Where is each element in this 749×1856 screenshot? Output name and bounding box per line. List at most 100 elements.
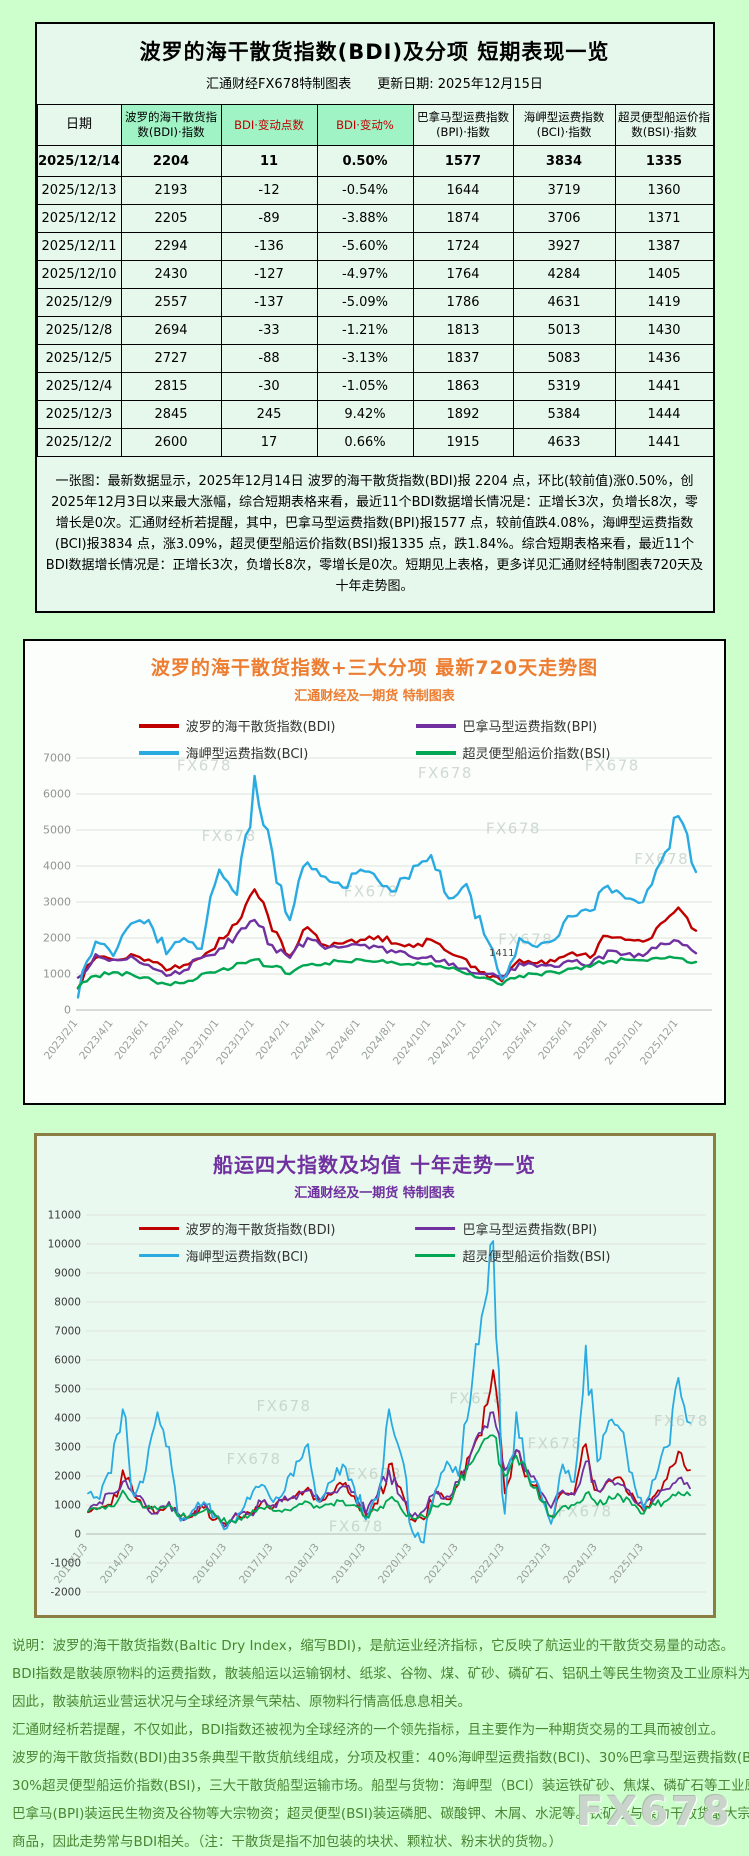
col-header-bdi-change-points: BDI·变动点数 xyxy=(220,104,318,146)
table-cell: 1724 xyxy=(412,232,514,261)
table-cell: -1.05% xyxy=(316,372,414,401)
table-cell: 0.66% xyxy=(316,428,414,457)
series-line xyxy=(86,1434,691,1526)
x-tick-label: 2023/6/1 xyxy=(112,1018,150,1063)
table-cell: -88 xyxy=(220,344,318,373)
legend-item: 巴拿马型运费指数(BPI) xyxy=(415,1219,611,1239)
table-cell: 1441 xyxy=(614,428,714,457)
y-tick-label: 7000 xyxy=(54,1326,81,1338)
series-line xyxy=(86,1240,691,1544)
legend-item: 巴拿马型运费指数(BPI) xyxy=(415,716,611,736)
table-cell: 1360 xyxy=(614,176,714,205)
table-cell: 2815 xyxy=(120,372,222,401)
table-cell: 1915 xyxy=(412,428,514,457)
table-row: 2025/12/2 2600 17 0.66% 1915 4633 1441 xyxy=(36,428,714,457)
legend-label: 超灵便型船运价指数(BSI) xyxy=(462,1250,611,1266)
col-header-bsi: 超灵便型船运价指数(BSI)·指数 xyxy=(614,104,714,146)
table-cell: 2294 xyxy=(120,232,222,261)
table-cell: 1387 xyxy=(614,232,714,261)
chart-watermark: FX678 xyxy=(256,1397,311,1415)
footnote-line: 巴拿马(BPI)装运民生物资及谷物等大宗物资；超灵便型(BSI)装运磷肥、碳酸钾… xyxy=(12,1806,749,1823)
x-tick-label: 2024/1/3 xyxy=(561,1542,599,1587)
table-cell: 2727 xyxy=(120,344,222,373)
legend-item: 海岬型运费指数(BCI) xyxy=(138,1246,336,1265)
legend-line-swatch xyxy=(138,723,179,728)
table-cell: 5319 xyxy=(512,372,616,401)
x-tick-label: 2018/1/3 xyxy=(283,1542,321,1587)
y-tick-label: 1000 xyxy=(43,968,71,981)
x-tick-label: 2025/8/1 xyxy=(572,1018,610,1063)
data-label: 1411 xyxy=(489,948,514,959)
table-cell: 3719 xyxy=(512,176,616,205)
table-cell: -3.88% xyxy=(316,204,414,233)
chart-watermark: FX678 xyxy=(557,1503,612,1521)
table-cell: 1577 xyxy=(412,145,514,177)
legend-label: 海岬型运费指数(BCI) xyxy=(185,747,309,763)
table-cell: 2025/12/9 xyxy=(36,288,122,317)
x-tick-label: 2021/1/3 xyxy=(422,1542,460,1587)
y-tick-label: 4000 xyxy=(54,1413,81,1425)
table-cell: 2430 xyxy=(120,260,222,289)
table-row: 2025/12/9 2557 -137 -5.09% 1786 4631 1419 xyxy=(36,288,714,317)
y-tick-label: 9000 xyxy=(54,1268,81,1280)
y-tick-label: 2000 xyxy=(43,932,71,945)
x-tick-label: 2024/6/1 xyxy=(324,1018,362,1063)
col-header-date: 日期 xyxy=(36,104,122,146)
y-tick-label: 5000 xyxy=(43,824,71,837)
legend-item: 波罗的海干散货指数(BDI) xyxy=(138,1219,336,1238)
x-tick-label: 2024/8/1 xyxy=(360,1018,398,1063)
legend-item: 超灵便型船运价指数(BSI) xyxy=(415,1246,611,1266)
table-cell: 1874 xyxy=(412,204,514,233)
y-tick-label: -1000 xyxy=(50,1558,81,1570)
table-cell: 1430 xyxy=(614,316,714,345)
table-cell: 1863 xyxy=(412,372,514,401)
col-header-bdi-change-pct: BDI·变动% xyxy=(316,104,414,146)
table-cell: 4633 xyxy=(512,428,616,457)
x-tick-label: 2020/1/3 xyxy=(376,1542,414,1587)
table-cell: 3927 xyxy=(512,232,616,261)
chart-watermark: FX678 xyxy=(486,820,541,838)
table-cell: -3.13% xyxy=(316,344,414,373)
table-cell: -1.21% xyxy=(316,316,414,345)
legend-item: 波罗的海干散货指数(BDI) xyxy=(138,716,336,735)
table-cell: 5384 xyxy=(512,400,616,429)
table-cell: -5.60% xyxy=(316,232,414,261)
table-cell: 1419 xyxy=(614,288,714,317)
legend-line-swatch xyxy=(415,750,456,755)
table-cell: -136 xyxy=(220,232,318,261)
x-tick-label: 2014/1/3 xyxy=(98,1542,136,1587)
table-cell: -0.54% xyxy=(316,176,414,205)
col-header-bpi: 巴拿马型运费指数(BPI)·指数 xyxy=(412,104,514,146)
table-row: 2025/12/4 2815 -30 -1.05% 1863 5319 1441 xyxy=(36,372,714,401)
col-header-bci: 海岬型运费指数(BCI)·指数 xyxy=(512,104,616,146)
table-cell: -30 xyxy=(220,372,318,401)
chart-watermark: FX678 xyxy=(202,827,257,845)
col-header-bdi: 波罗的海干散货指数(BDI)·指数 xyxy=(120,104,222,146)
table-cell: 1441 xyxy=(614,372,714,401)
chart-10y-subtitle: 汇通财经及一期货 特制图表 xyxy=(294,1186,455,1202)
table-cell: 9.42% xyxy=(316,400,414,429)
panel-subtitle: 汇通财经FX678特制图表 更新日期: 2025年12月15日 xyxy=(206,77,543,92)
x-tick-label: 2023/1/3 xyxy=(514,1542,552,1587)
table-cell: 2025/12/10 xyxy=(36,260,122,289)
x-tick-label: 2024/2/1 xyxy=(254,1018,292,1063)
chart-watermark: FX678 xyxy=(653,1412,708,1430)
x-tick-label: 2022/1/3 xyxy=(468,1542,506,1587)
table-cell: -89 xyxy=(220,204,318,233)
legend-label: 巴拿马型运费指数(BPI) xyxy=(462,720,598,736)
footnote-line: 汇通财经析若提醒，不仅如此，BDI指数还被视为全球经济的一个领先指标，且主要作为… xyxy=(12,1722,725,1739)
legend-label: 巴拿马型运费指数(BPI) xyxy=(462,1223,598,1239)
y-tick-label: 4000 xyxy=(43,860,71,873)
chart-10y-wrap: 波罗的海干散货指数(BDI) 巴拿马型运费指数(BPI) 海岬型运费指数(BCI) 超… xyxy=(37,1203,713,1611)
legend-line-swatch xyxy=(415,1254,456,1258)
x-tick-label: 2025/6/1 xyxy=(536,1018,574,1063)
table-cell: 2025/12/5 xyxy=(36,344,122,373)
chart-10y-panel: 船运四大指数及均值 十年走势一览 汇通财经及一期货 特制图表 波罗的海干散货指数… xyxy=(33,1133,716,1619)
legend-line-swatch xyxy=(415,1227,456,1231)
table-row: 2025/12/3 2845 245 9.42% 1892 5384 1444 xyxy=(36,400,714,429)
table-cell: 1892 xyxy=(412,400,514,429)
chart-watermark: FX678 xyxy=(418,764,473,782)
table-cell: 4631 xyxy=(512,288,616,317)
table-cell: -137 xyxy=(220,288,318,317)
table-cell: 1786 xyxy=(412,288,514,317)
